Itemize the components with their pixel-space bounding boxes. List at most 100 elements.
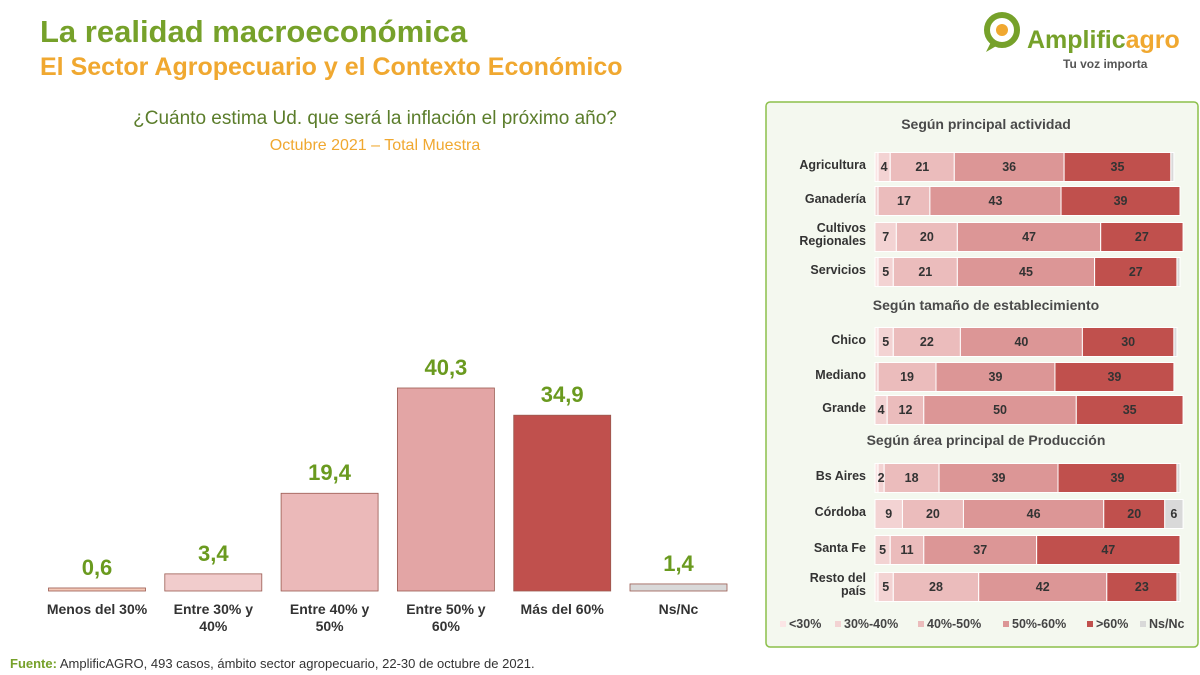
x-tick-label: Entre 50% y 60% xyxy=(406,601,486,634)
segment-label: 23 xyxy=(1134,580,1149,594)
segment-label: 19 xyxy=(900,370,914,384)
bar-segment xyxy=(895,222,958,252)
segment-label: 17 xyxy=(897,194,911,208)
segment-label: 20 xyxy=(925,507,940,521)
chart-title: ¿Cuánto estima Ud. que será la inflación… xyxy=(133,108,617,129)
segment-label: 36 xyxy=(1002,160,1017,174)
row-label: Chico xyxy=(831,332,866,347)
segment-label: 12 xyxy=(898,403,913,417)
value-label: 19,4 xyxy=(308,460,351,486)
footer: Fuente: AmplificAGRO, 493 casos, ámbito … xyxy=(10,656,535,671)
brand-a: Amplific xyxy=(1027,26,1126,54)
bar-segment xyxy=(877,186,931,216)
legend-swatch xyxy=(780,621,786,627)
bar-segment xyxy=(886,395,925,425)
bar-segment xyxy=(935,362,1056,392)
row-label: Cultivos Regionales xyxy=(799,221,866,248)
bar-segment xyxy=(1081,327,1175,357)
value-label: 3,4 xyxy=(198,540,229,566)
segment-label: 40 xyxy=(1014,335,1029,349)
segment-label: 9 xyxy=(885,507,893,521)
bar-segment xyxy=(1176,572,1181,602)
segment-label: 43 xyxy=(988,194,1003,208)
legend-swatch xyxy=(1087,621,1093,627)
row-label: Resto del país xyxy=(809,571,866,598)
row-label: Bs Aires xyxy=(815,468,866,483)
bar-segment xyxy=(978,572,1108,602)
segment-label: 39 xyxy=(1113,194,1128,208)
row-label: Mediano xyxy=(815,367,866,382)
chart-subtitle: Octubre 2021 – Total Muestra xyxy=(269,137,481,154)
row-label: Santa Fe xyxy=(813,540,866,555)
segment-label: 47 xyxy=(1101,543,1116,557)
row-label: Agricultura xyxy=(799,157,866,172)
bar-segment xyxy=(892,572,980,602)
segment-label: 6 xyxy=(1170,507,1178,521)
brand: Amplificagro xyxy=(1027,26,1180,55)
group-title: Según tamaño de establecimiento xyxy=(872,297,1100,313)
x-tick-label: Entre 40% y 50% xyxy=(289,601,370,634)
segment-label: 4 xyxy=(880,160,888,174)
row-label: Córdoba xyxy=(814,504,866,519)
legend-label: 40%-50% xyxy=(927,617,982,631)
segment-label: 21 xyxy=(915,160,930,174)
segment-label: 28 xyxy=(929,580,943,594)
segment-label: 47 xyxy=(1022,230,1036,244)
x-tick-label: Ns/Nc xyxy=(658,601,699,617)
segment-label: 2 xyxy=(877,471,885,485)
bar-segment xyxy=(938,463,1059,493)
bar xyxy=(396,387,495,592)
bar xyxy=(629,583,728,592)
bar xyxy=(164,573,263,592)
row-label: Ganadería xyxy=(804,191,866,206)
segment-label: 35 xyxy=(1122,403,1137,417)
bar-segment xyxy=(1176,257,1181,287)
legend-label: 50%-60% xyxy=(1012,617,1067,631)
bar xyxy=(48,587,146,592)
segment-label: 20 xyxy=(1127,507,1142,521)
legend-label: Ns/Nc xyxy=(1149,617,1185,631)
logo-icon xyxy=(984,12,1020,52)
row-label: Servicios xyxy=(810,262,866,277)
bar xyxy=(280,492,379,592)
bar-segment xyxy=(1063,152,1172,182)
bar-segment xyxy=(892,257,958,287)
bar-segment xyxy=(1100,222,1184,252)
segment-label: 35 xyxy=(1110,160,1125,174)
bar-segment xyxy=(874,499,903,529)
bar-segment xyxy=(1170,152,1175,182)
legend-label: <30% xyxy=(789,617,822,631)
bar-segment xyxy=(1054,362,1175,392)
segment-label: 39 xyxy=(988,370,1003,384)
x-tick-label: Más del 60% xyxy=(520,601,604,617)
value-label: 40,3 xyxy=(424,355,468,380)
segment-label: 50 xyxy=(993,403,1007,417)
bar-segment xyxy=(962,499,1105,529)
bar-segment xyxy=(889,152,955,182)
legend-swatch xyxy=(1140,621,1146,627)
legend-label: 30%-40% xyxy=(844,617,899,631)
legend-label: >60% xyxy=(1096,617,1129,631)
segment-label: 42 xyxy=(1035,580,1050,594)
title: La realidad macroeconómica xyxy=(40,14,468,49)
subtitle: El Sector Agropecuario y el Contexto Eco… xyxy=(40,53,623,81)
footer-text: AmplificAGRO, 493 casos, ámbito sector a… xyxy=(59,656,535,671)
bar-segment xyxy=(1036,535,1181,565)
bar-segment xyxy=(929,186,1062,216)
x-tick-label: Menos del 30% xyxy=(46,601,148,617)
segment-label: 20 xyxy=(919,230,934,244)
segment-label: 39 xyxy=(1107,370,1122,384)
bar-segment xyxy=(1057,463,1178,493)
segment-label: 37 xyxy=(973,543,988,557)
segment-label: 5 xyxy=(879,543,887,557)
segment-label: 5 xyxy=(882,265,890,279)
value-label: 1,4 xyxy=(663,550,694,576)
bar-segment xyxy=(1075,395,1184,425)
bar-segment xyxy=(1164,499,1184,529)
bar-segment xyxy=(1094,257,1178,287)
segment-label: 21 xyxy=(918,265,933,279)
legend-swatch xyxy=(1003,621,1009,627)
bar-segment xyxy=(1173,327,1178,357)
bar-segment xyxy=(923,535,1038,565)
